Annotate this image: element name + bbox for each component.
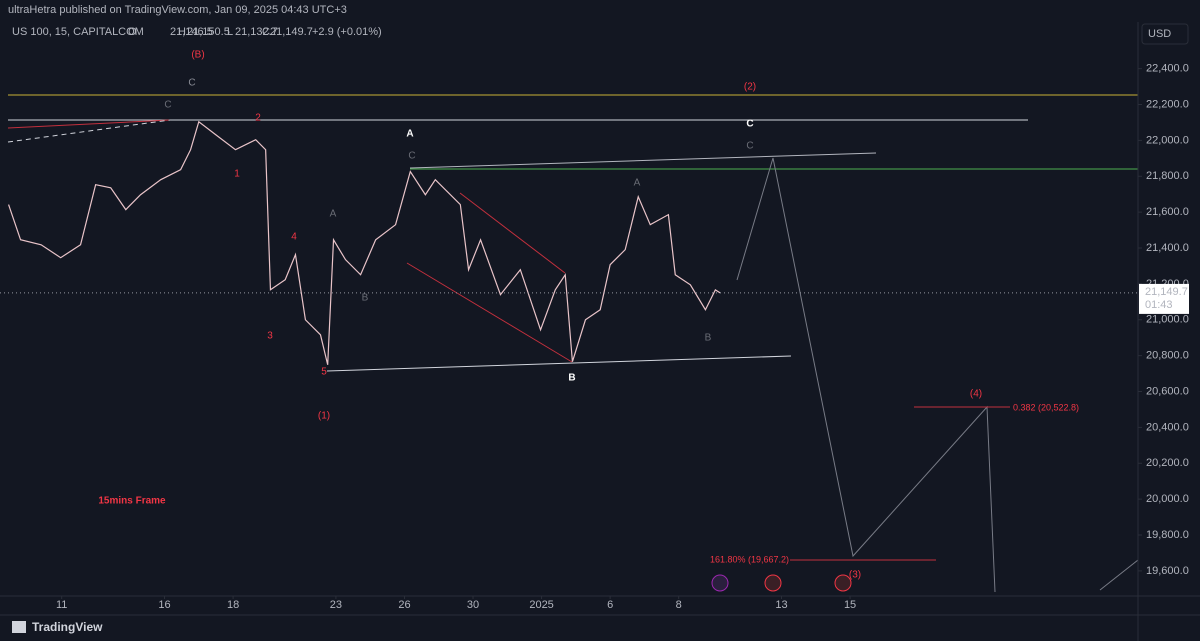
annotation: 4 (291, 232, 297, 243)
annotation: C (164, 100, 171, 111)
y-tick-label: 20,800.0 (1146, 350, 1189, 362)
ohlc-value: 21,149.7 (270, 26, 313, 38)
y-tick-label: 19,800.0 (1146, 529, 1189, 541)
annotation: A (634, 178, 641, 189)
event-icon[interactable] (711, 574, 729, 592)
annotation: C (408, 151, 415, 162)
trend-line (7, 119, 171, 143)
annotation: (3) (849, 570, 861, 581)
y-tick-label: 22,000.0 (1146, 134, 1189, 146)
y-tick-label: 20,400.0 (1146, 421, 1189, 433)
drawings (7, 94, 1139, 593)
y-tick-label: 21,400.0 (1146, 242, 1189, 254)
annotation: 0.382 (20,522.8) (1013, 402, 1079, 412)
y-tick-label: 20,600.0 (1146, 385, 1189, 397)
annotation: A (330, 209, 337, 220)
annotation: (4) (970, 389, 982, 400)
y-tick-label: 21,600.0 (1146, 206, 1189, 218)
price-line (8, 120, 721, 365)
annotation: B (568, 373, 575, 384)
last-price-box (1139, 283, 1189, 314)
annotation: 15mins Frame (98, 496, 166, 507)
annotation: C (746, 119, 753, 130)
channel-line (406, 262, 573, 363)
projection-path (736, 157, 996, 593)
x-tick-label: 16 (158, 599, 170, 611)
ohlc-key: H (178, 26, 186, 38)
channel-line (459, 192, 566, 274)
annotation: (B) (191, 50, 204, 61)
x-tick-label: 30 (467, 599, 479, 611)
event-icon[interactable] (764, 574, 782, 592)
y-tick-label: 22,400.0 (1146, 63, 1189, 75)
x-tick-label: 15 (844, 599, 856, 611)
annotation: C (188, 78, 195, 89)
ohlc-value: 21,150.5 (187, 26, 230, 38)
x-tick-label: 13 (775, 599, 787, 611)
y-tick-label: 21,800.0 (1146, 170, 1189, 182)
ohlc-key: O (128, 26, 137, 38)
event-icons (711, 574, 852, 592)
x-tick-label: 2025 (529, 599, 553, 611)
trend-line (7, 119, 171, 129)
x-tick-label: 6 (607, 599, 613, 611)
y-tick-label: 19,600.0 (1146, 565, 1189, 577)
x-tick-label: 23 (330, 599, 342, 611)
annotation: C (746, 141, 753, 152)
countdown: 01:43 (1145, 299, 1173, 311)
y-tick-label: 22,200.0 (1146, 98, 1189, 110)
annotation: A (406, 129, 413, 140)
trend-line (409, 152, 877, 169)
x-tick-label: 11 (56, 599, 67, 611)
annotation: (2) (744, 82, 756, 93)
ohlc-key: C (262, 26, 270, 38)
projection-path (1099, 559, 1139, 591)
x-tick-label: 8 (676, 599, 682, 611)
x-tick-label: 18 (227, 599, 239, 611)
annotation: 1 (234, 169, 240, 180)
annotation: 2 (255, 113, 261, 124)
annotation: 3 (267, 331, 273, 342)
logo (12, 621, 26, 633)
symbol: US 100, 15, CAPITALCOM (12, 26, 144, 38)
footer-brand: TradingView (32, 620, 103, 634)
y-tick-label: 20,200.0 (1146, 457, 1189, 469)
annotation: B (362, 293, 369, 304)
annotation: 161.80% (19,667.2) (710, 554, 789, 564)
event-icon[interactable] (834, 574, 852, 592)
ohlc-value: 21,132.7 (235, 26, 278, 38)
y-tick-label: 21,000.0 (1146, 314, 1189, 326)
annotation: 5 (321, 367, 327, 378)
change: +2.9 (+0.01%) (312, 26, 382, 38)
ohlc-key: L (227, 26, 233, 38)
x-tick-label: 26 (398, 599, 410, 611)
annotation: B (705, 333, 712, 344)
annotation: (1) (318, 411, 330, 422)
published-line: ultraHetra published on TradingView.com,… (8, 4, 347, 16)
last-price-label: 21,149.7 (1145, 286, 1188, 298)
currency-button[interactable] (1141, 23, 1189, 45)
currency: USD (1148, 28, 1171, 40)
trend-line (326, 355, 792, 372)
y-tick-label: 20,000.0 (1146, 493, 1189, 505)
ohlc-value: 21,146.5 (170, 26, 213, 38)
